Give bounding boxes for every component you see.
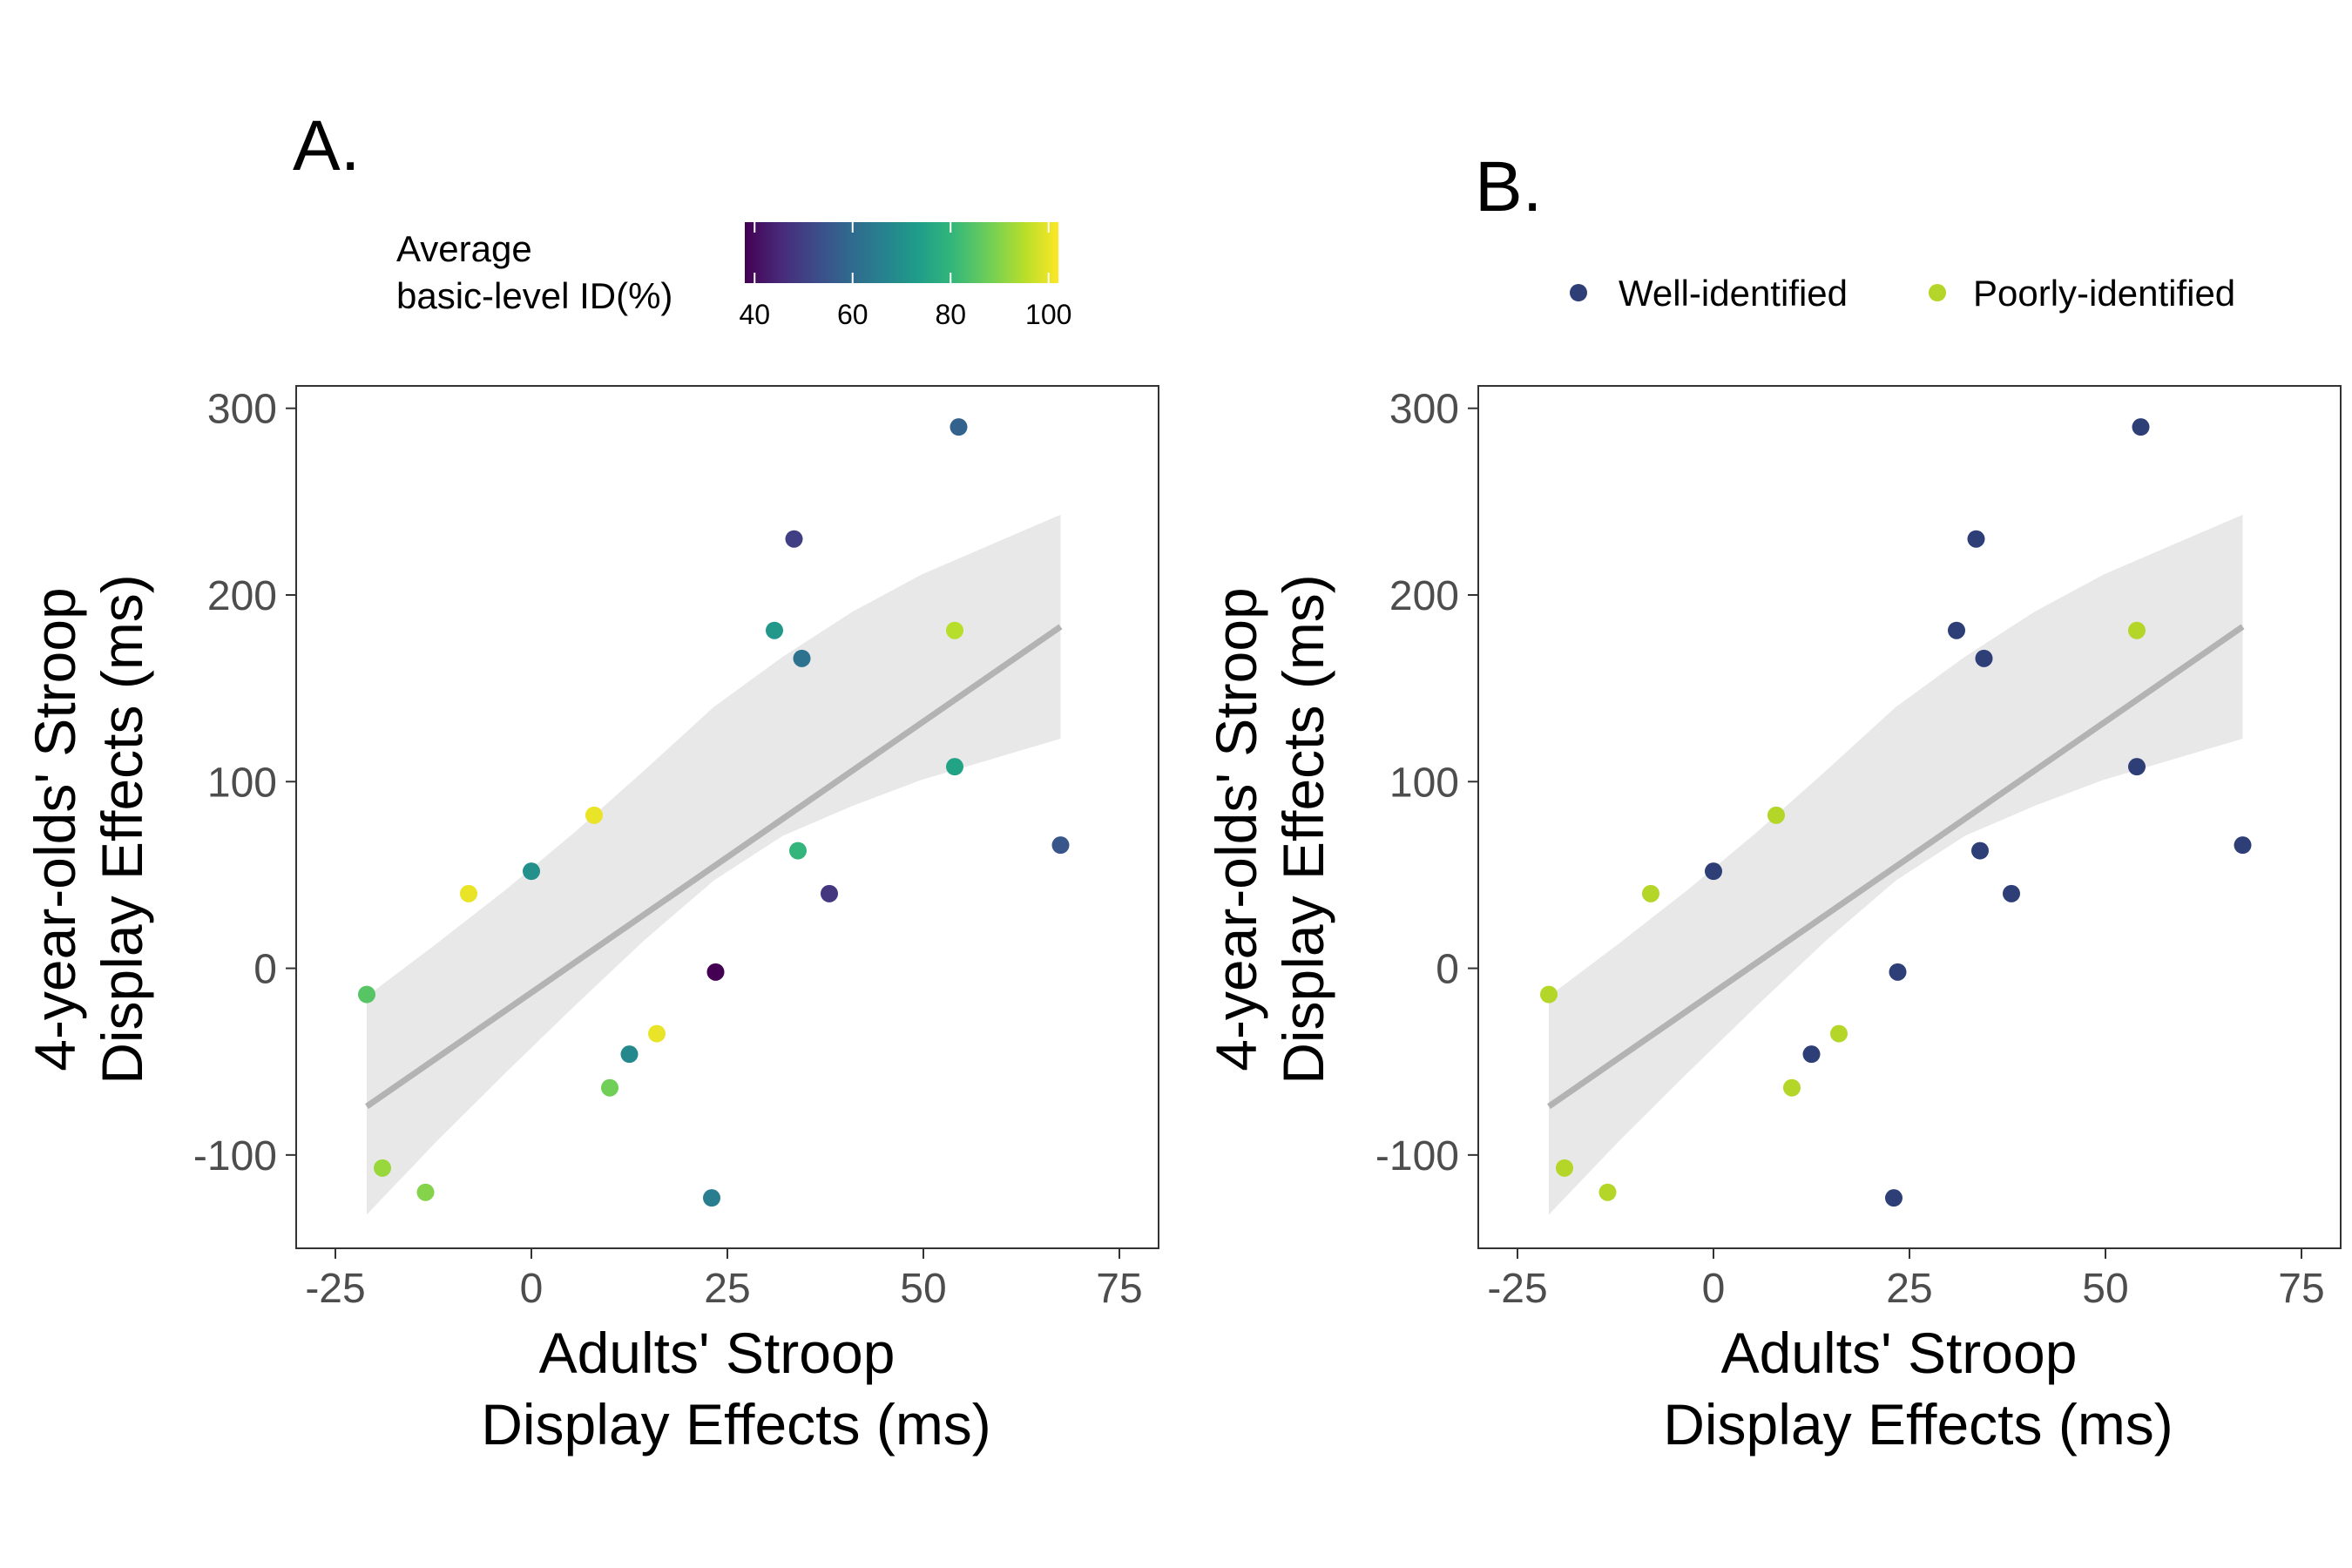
legend-key-poorly-identified xyxy=(1929,284,1946,301)
a-y-tick-label: 300 xyxy=(207,387,277,433)
a-data-point xyxy=(620,1045,639,1064)
b-x-tick-label: 25 xyxy=(1886,1266,1932,1312)
a-data-point xyxy=(416,1183,435,1201)
a-data-point xyxy=(793,649,811,667)
b-y-tick-label: 300 xyxy=(1389,387,1459,433)
b-y-tick-label: 200 xyxy=(1389,573,1459,619)
b-y-tick-label: 100 xyxy=(1389,760,1459,806)
a-x-tick-label: -25 xyxy=(305,1266,365,1312)
a-data-point xyxy=(1051,836,1070,855)
b-data-point xyxy=(1642,884,1659,902)
legend-label-poorly-identified: Poorly-identified xyxy=(1973,273,2235,314)
b-data-point xyxy=(2132,418,2150,436)
b-y-tick-label: -100 xyxy=(1375,1133,1459,1179)
colorbar-tick-label: 100 xyxy=(1025,299,1071,330)
b-data-point xyxy=(1783,1078,1801,1097)
panel-b-label: B. xyxy=(1475,147,1542,226)
b-data-point xyxy=(1889,963,1907,981)
panel-a: A. Average basic-level ID(%) 40 60 80 100 -… xyxy=(23,106,1159,1456)
a-y-tick-label: -100 xyxy=(193,1133,277,1179)
panel-a-x-axis-title-line-2: Display Effects (ms) xyxy=(481,1392,991,1456)
b-data-point xyxy=(1802,1045,1821,1064)
panel-b: B. Well-identified Poorly-identified -25… xyxy=(1204,147,2342,1456)
a-x-tick-label: 25 xyxy=(704,1266,750,1312)
b-data-point xyxy=(1885,1189,1903,1207)
b-data-point xyxy=(2128,621,2146,639)
a-data-point xyxy=(460,884,477,902)
a-data-point xyxy=(766,621,783,639)
b-x-tick-label: 75 xyxy=(2278,1266,2324,1312)
b-data-point xyxy=(2234,836,2252,855)
panel-b-x-axis-title-line-2: Display Effects (ms) xyxy=(1663,1392,2173,1456)
b-data-point xyxy=(1967,530,1985,548)
a-data-point xyxy=(585,806,603,824)
a-data-point xyxy=(358,985,375,1004)
b-data-point xyxy=(1705,862,1722,881)
group-legend: Well-identified Poorly-identified xyxy=(1570,273,2235,314)
a-data-point xyxy=(523,862,540,881)
colorbar-tick-label: 80 xyxy=(935,299,966,330)
colorbar-gradient xyxy=(745,222,1058,283)
panel-a-y-axis-title-line-1: 4-year-olds' Stroop xyxy=(23,587,87,1071)
panel-a-x-axis-title-line-1: Adults' Stroop xyxy=(539,1321,896,1385)
panel-b-fit-line xyxy=(1547,624,2245,1110)
legend-key-well-identified xyxy=(1570,284,1587,301)
b-data-point xyxy=(1830,1024,1848,1043)
b-data-point xyxy=(1556,1159,1573,1177)
a-data-point xyxy=(946,758,963,776)
b-data-point xyxy=(1975,649,1993,667)
b-x-tick-label: -25 xyxy=(1487,1266,1547,1312)
panel-b-y-axis-title-line-2: Display Effects (ms) xyxy=(1271,574,1335,1085)
panel-a-x-axis: -25 0 25 50 75 xyxy=(305,1248,1143,1312)
legend-label-well-identified: Well-identified xyxy=(1619,273,1848,314)
a-y-tick-label: 100 xyxy=(207,760,277,806)
a-data-point xyxy=(946,621,963,639)
colorbar-title-line-2: basic-level ID(%) xyxy=(396,275,672,316)
a-data-point xyxy=(648,1024,666,1043)
panel-a-y-axis-title-line-2: Display Effects (ms) xyxy=(90,574,154,1085)
panel-a-y-axis: -100 0 100 200 300 xyxy=(193,387,296,1179)
b-data-point xyxy=(1971,841,1989,860)
a-regression-line xyxy=(365,624,1063,1110)
a-data-point xyxy=(601,1078,618,1097)
b-x-tick-label: 0 xyxy=(1702,1266,1726,1312)
a-x-tick-label: 0 xyxy=(520,1266,544,1312)
b-data-point xyxy=(1598,1183,1617,1201)
colorbar-ticks: 40 60 80 100 xyxy=(739,222,1071,330)
b-data-point xyxy=(1767,806,1785,824)
panel-b-points xyxy=(1540,418,2252,1207)
a-data-point xyxy=(703,1189,720,1207)
colorbar-legend: Average basic-level ID(%) 40 60 80 100 xyxy=(396,222,1071,330)
panel-b-x-axis-title-line-1: Adults' Stroop xyxy=(1721,1321,2078,1385)
b-regression-line xyxy=(1547,624,2245,1110)
b-data-point xyxy=(2128,758,2146,776)
a-x-tick-label: 50 xyxy=(900,1266,946,1312)
b-y-tick-label: 0 xyxy=(1436,947,1459,993)
b-data-point xyxy=(1540,985,1558,1004)
panel-b-x-axis: -25 0 25 50 75 xyxy=(1487,1248,2325,1312)
b-data-point xyxy=(1948,621,1965,639)
panel-b-y-axis: -100 0 100 200 300 xyxy=(1375,387,1478,1179)
a-data-point xyxy=(785,530,803,548)
b-data-point xyxy=(2003,884,2020,902)
panel-a-label: A. xyxy=(293,106,360,186)
colorbar-tick-label: 60 xyxy=(837,299,868,330)
panel-a-fit-line xyxy=(365,624,1063,1110)
a-data-point xyxy=(950,418,968,436)
colorbar-tick-label: 40 xyxy=(739,299,770,330)
panel-a-points xyxy=(358,418,1070,1207)
a-x-tick-label: 75 xyxy=(1096,1266,1142,1312)
a-data-point xyxy=(789,841,807,860)
a-data-point xyxy=(374,1159,391,1177)
a-data-point xyxy=(821,884,838,902)
a-y-tick-label: 0 xyxy=(253,947,277,993)
a-y-tick-label: 200 xyxy=(207,573,277,619)
b-x-tick-label: 50 xyxy=(2082,1266,2128,1312)
colorbar-title-line-1: Average xyxy=(396,228,532,269)
a-data-point xyxy=(706,963,725,981)
panel-b-y-axis-title-line-1: 4-year-olds' Stroop xyxy=(1204,587,1268,1071)
